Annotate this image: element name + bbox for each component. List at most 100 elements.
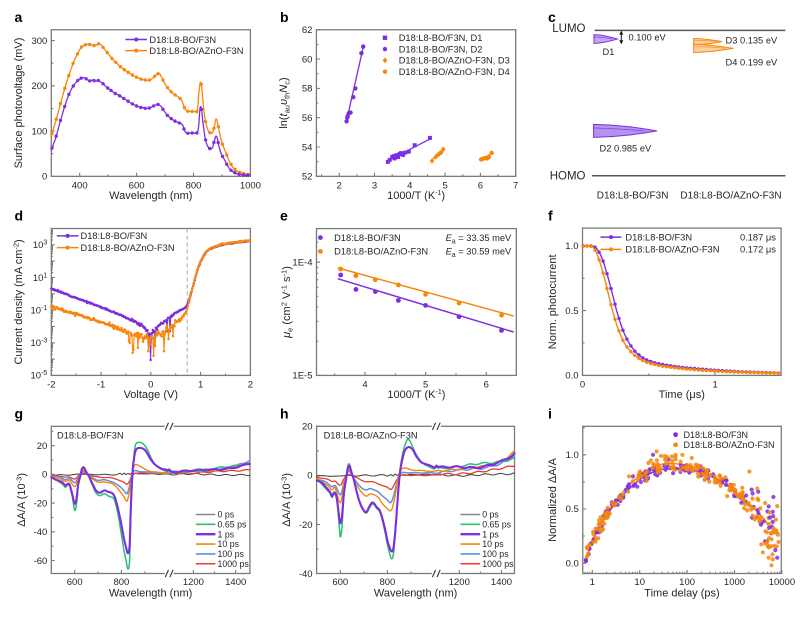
- svg-text:56: 56: [302, 113, 313, 124]
- svg-text:D18:L8-BO/AZnO-F3N: D18:L8-BO/AZnO-F3N: [684, 440, 775, 450]
- svg-text:5: 5: [423, 380, 428, 391]
- svg-text:200: 200: [31, 81, 47, 92]
- svg-text:1000/T (K-1): 1000/T (K-1): [387, 190, 445, 202]
- svg-text:3: 3: [372, 181, 377, 192]
- svg-text:1400: 1400: [491, 577, 512, 588]
- svg-text:D18:L8-BO/F3N, D1: D18:L8-BO/F3N, D1: [399, 33, 483, 43]
- svg-text:1: 1: [590, 577, 595, 588]
- svg-text:0: 0: [580, 380, 585, 391]
- svg-text:0 ps: 0 ps: [218, 510, 235, 520]
- svg-text:800: 800: [113, 577, 129, 588]
- svg-text:600: 600: [67, 577, 83, 588]
- svg-text:Wavelength (nm): Wavelength (nm): [109, 190, 192, 202]
- svg-text:4: 4: [362, 380, 367, 391]
- svg-text:e: e: [280, 208, 288, 224]
- svg-text:6: 6: [484, 380, 489, 391]
- svg-text:D18:L8-BO/F3N: D18:L8-BO/F3N: [684, 430, 749, 440]
- svg-text:1000: 1000: [724, 577, 745, 588]
- svg-text:0.172 μs: 0.172 μs: [740, 245, 776, 255]
- svg-text:10: 10: [634, 577, 645, 588]
- svg-text:1: 1: [198, 380, 203, 391]
- svg-text:D4 0.199 eV: D4 0.199 eV: [726, 58, 778, 68]
- svg-text:100 ps: 100 ps: [482, 549, 509, 559]
- svg-text:Time (μs): Time (μs): [659, 389, 705, 401]
- svg-text:800: 800: [186, 181, 202, 192]
- svg-text:0.5: 0.5: [565, 306, 578, 317]
- svg-text:1000 ps: 1000 ps: [218, 559, 250, 569]
- svg-text:1200: 1200: [449, 577, 470, 588]
- svg-text:6: 6: [478, 181, 483, 192]
- svg-text:54: 54: [302, 142, 313, 153]
- svg-text:600: 600: [129, 181, 145, 192]
- svg-text:1.0: 1.0: [565, 241, 578, 252]
- svg-text:Ea = 30.59 meV: Ea = 30.59 meV: [446, 247, 512, 260]
- svg-text:0: 0: [42, 172, 47, 183]
- svg-text:Normalized ΔA/A: Normalized ΔA/A: [547, 457, 559, 541]
- svg-text:d: d: [15, 208, 24, 224]
- svg-text:-20: -20: [34, 498, 48, 509]
- svg-text:10 ps: 10 ps: [218, 539, 240, 549]
- svg-text:4: 4: [407, 181, 412, 192]
- svg-text:D18:L8-BO/AZnO-F3N: D18:L8-BO/AZnO-F3N: [680, 190, 781, 201]
- svg-text:1000 ps: 1000 ps: [482, 559, 514, 569]
- svg-text:5: 5: [442, 181, 447, 192]
- svg-text:1E-5: 1E-5: [292, 371, 312, 382]
- svg-text:10000: 10000: [769, 577, 795, 588]
- svg-text:i: i: [548, 406, 552, 422]
- svg-text:1E-4: 1E-4: [292, 258, 312, 269]
- svg-text:a: a: [15, 9, 23, 25]
- svg-text:ΔA/A (10-3): ΔA/A (10-3): [15, 473, 29, 527]
- svg-text:D18:L8-BO/AZnO-F3N: D18:L8-BO/AZnO-F3N: [324, 431, 418, 441]
- svg-text:D1: D1: [603, 47, 615, 57]
- svg-text:D18:L8-BO/AZnO-F3N, D4: D18:L8-BO/AZnO-F3N, D4: [399, 67, 510, 77]
- svg-text:g: g: [15, 406, 24, 422]
- svg-text:600: 600: [332, 577, 348, 588]
- svg-text:-2: -2: [47, 380, 55, 391]
- svg-text:20: 20: [302, 422, 313, 433]
- svg-text:10 ps: 10 ps: [482, 539, 504, 549]
- svg-text:D18:L8-BO/F3N: D18:L8-BO/F3N: [625, 232, 692, 242]
- svg-text:D2 0.985 eV: D2 0.985 eV: [600, 143, 652, 153]
- svg-text:D18:L8-BO/AZnO-F3N: D18:L8-BO/AZnO-F3N: [149, 46, 243, 56]
- svg-text:1 ps: 1 ps: [482, 529, 499, 539]
- svg-text:400: 400: [72, 181, 88, 192]
- svg-text:0: 0: [307, 471, 312, 482]
- svg-text:ΔA/A (10-3): ΔA/A (10-3): [280, 473, 294, 527]
- svg-text:Time delay (ps): Time delay (ps): [644, 588, 719, 600]
- svg-text:0.0: 0.0: [566, 558, 579, 569]
- svg-text:800: 800: [379, 577, 395, 588]
- svg-text:60: 60: [302, 54, 313, 65]
- svg-text:D18:L8-BO/F3N: D18:L8-BO/F3N: [149, 35, 216, 45]
- svg-text:2: 2: [337, 181, 342, 192]
- svg-text:D18:L8-BO/F3N, D2: D18:L8-BO/F3N, D2: [399, 44, 483, 54]
- svg-text:c: c: [548, 9, 556, 25]
- svg-text:D18:L8-BO/F3N: D18:L8-BO/F3N: [81, 231, 148, 241]
- svg-text:0.0: 0.0: [565, 371, 578, 382]
- svg-text:D18:L8-BO/AZnO-F3N, D3: D18:L8-BO/AZnO-F3N, D3: [399, 56, 510, 66]
- svg-text:Wavelength (nm): Wavelength (nm): [109, 588, 192, 600]
- svg-text:-40: -40: [34, 527, 48, 538]
- svg-text:D18:L8-BO/F3N: D18:L8-BO/F3N: [57, 430, 124, 440]
- svg-text:ln(tauυthNc): ln(tauυthNc): [278, 77, 292, 128]
- svg-text:D18:L8-BO/AZnO-F3N: D18:L8-BO/AZnO-F3N: [81, 243, 175, 253]
- svg-text:100: 100: [31, 126, 47, 137]
- svg-text:1000: 1000: [240, 181, 261, 192]
- svg-text:Norm. photocurrent: Norm. photocurrent: [547, 254, 559, 349]
- svg-text:0.65 ps: 0.65 ps: [218, 520, 247, 530]
- svg-text:1000/T (K-1): 1000/T (K-1): [387, 389, 445, 401]
- svg-text:-40: -40: [299, 569, 313, 580]
- svg-text:7: 7: [513, 181, 518, 192]
- svg-text:0: 0: [42, 470, 47, 481]
- svg-text:0.65 ps: 0.65 ps: [482, 520, 511, 530]
- svg-text:1200: 1200: [183, 577, 204, 588]
- svg-text:20: 20: [37, 441, 48, 452]
- svg-text:Voltage (V): Voltage (V): [124, 389, 178, 401]
- svg-text:Surface photovoltage (mV): Surface photovoltage (mV): [13, 38, 25, 169]
- svg-text:1: 1: [712, 380, 717, 391]
- svg-text:52: 52: [302, 172, 313, 183]
- svg-text:-60: -60: [34, 556, 48, 567]
- svg-text:100 ps: 100 ps: [218, 549, 245, 559]
- svg-text:0.5: 0.5: [566, 504, 579, 515]
- svg-text:b: b: [280, 9, 289, 25]
- svg-text:HOMO: HOMO: [550, 171, 586, 183]
